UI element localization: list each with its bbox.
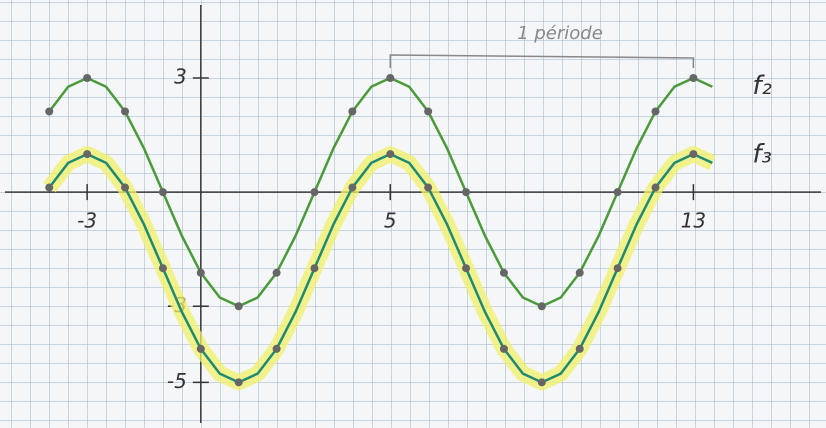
period-bracket — [389, 54, 695, 68]
x-tick-label: 5 — [384, 209, 397, 233]
point — [386, 73, 395, 82]
point — [196, 344, 205, 353]
y-tick-label: 3 — [174, 64, 187, 88]
point — [83, 73, 92, 82]
point — [234, 302, 243, 311]
point — [310, 188, 319, 197]
point — [651, 183, 660, 192]
point — [348, 107, 357, 116]
point — [462, 188, 471, 197]
x-tick-label: 13 — [681, 209, 706, 233]
point — [499, 344, 508, 353]
point — [386, 150, 395, 159]
point — [575, 268, 584, 277]
point — [651, 107, 660, 116]
point — [121, 107, 130, 116]
point — [613, 188, 622, 197]
point — [348, 183, 357, 192]
point — [310, 264, 319, 273]
point — [462, 264, 471, 273]
series-line — [48, 152, 713, 384]
series-label: f₂ — [752, 71, 772, 101]
point — [575, 344, 584, 353]
point — [424, 107, 433, 116]
point — [121, 183, 130, 192]
point — [537, 378, 546, 387]
point — [158, 264, 167, 273]
series-label: f₃ — [752, 139, 772, 169]
point — [272, 268, 281, 277]
point — [158, 188, 167, 197]
point — [45, 107, 54, 116]
series-line — [48, 76, 713, 308]
point — [234, 378, 243, 387]
point — [613, 264, 622, 273]
point — [83, 150, 92, 159]
point — [689, 73, 698, 82]
point — [689, 150, 698, 159]
point — [537, 302, 546, 311]
point — [272, 344, 281, 353]
annotation: 1 période — [517, 23, 603, 44]
point — [424, 183, 433, 192]
point — [499, 268, 508, 277]
x-tick-label: -3 — [77, 209, 97, 233]
point — [45, 183, 54, 192]
point — [196, 268, 205, 277]
y-tick-label: -5 — [167, 369, 187, 393]
